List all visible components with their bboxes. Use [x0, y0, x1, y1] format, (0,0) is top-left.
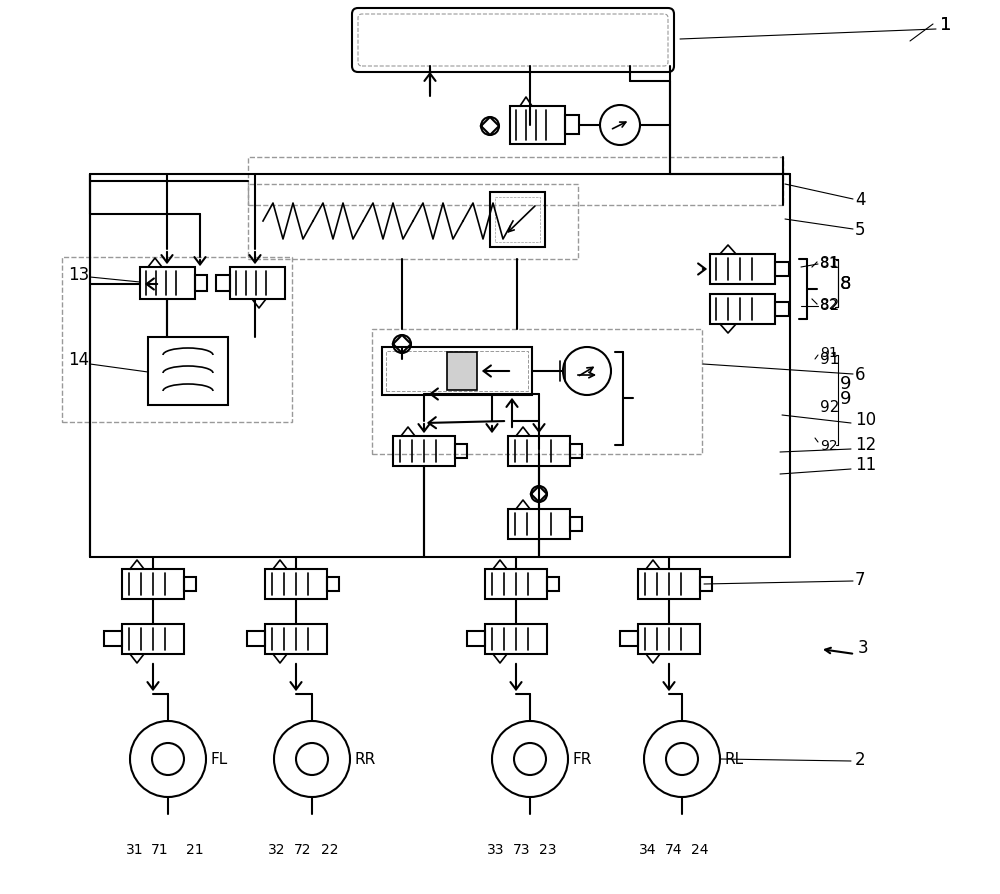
Bar — [700, 578, 712, 591]
Text: 8: 8 — [840, 274, 851, 292]
Bar — [230, 267, 285, 299]
Text: 73: 73 — [513, 842, 531, 856]
Bar — [547, 578, 559, 591]
Bar — [265, 569, 327, 599]
Text: 8: 8 — [840, 274, 851, 292]
Bar — [382, 348, 532, 395]
Text: 31: 31 — [126, 842, 144, 856]
Bar — [247, 631, 265, 646]
Text: 2: 2 — [855, 750, 866, 768]
Text: 22: 22 — [321, 842, 339, 856]
Text: FR: FR — [572, 752, 591, 767]
Bar — [638, 624, 700, 654]
Text: 24: 24 — [691, 842, 709, 856]
Bar — [638, 569, 700, 599]
Text: 14: 14 — [68, 350, 89, 368]
Bar — [122, 624, 184, 654]
Bar — [467, 631, 485, 646]
Text: 91: 91 — [820, 346, 838, 359]
Bar — [775, 303, 789, 316]
Bar — [447, 352, 477, 391]
Bar — [327, 578, 339, 591]
Text: 81: 81 — [820, 256, 838, 270]
Bar — [710, 295, 775, 325]
Bar — [195, 275, 207, 291]
Text: 33: 33 — [487, 842, 505, 856]
Text: 74: 74 — [665, 842, 683, 856]
Bar — [710, 255, 775, 284]
Text: 82: 82 — [820, 298, 838, 312]
Bar — [393, 436, 455, 467]
Text: 13: 13 — [68, 266, 89, 283]
Text: 5: 5 — [855, 221, 866, 239]
Text: 6: 6 — [855, 366, 866, 384]
Text: RR: RR — [354, 752, 375, 767]
Text: 72: 72 — [294, 842, 312, 856]
Bar — [372, 330, 702, 454]
Bar — [216, 275, 230, 291]
Bar — [508, 510, 570, 539]
Bar — [122, 569, 184, 599]
Text: 23: 23 — [539, 842, 557, 856]
Bar — [184, 578, 196, 591]
Text: 9: 9 — [840, 390, 852, 408]
Bar — [620, 631, 638, 646]
Bar — [104, 631, 122, 646]
Text: 71: 71 — [151, 842, 169, 856]
Bar — [265, 624, 327, 654]
Bar — [248, 185, 578, 260]
Bar — [570, 444, 582, 459]
Bar — [490, 193, 545, 248]
Text: 4: 4 — [855, 190, 866, 209]
Text: 10: 10 — [855, 410, 876, 428]
Text: 82: 82 — [820, 297, 839, 312]
Text: 1: 1 — [940, 16, 951, 34]
Text: 1: 1 — [940, 16, 951, 34]
Text: RL: RL — [724, 752, 743, 767]
Text: 91: 91 — [820, 352, 839, 367]
Bar — [510, 107, 565, 145]
Bar — [148, 338, 228, 406]
Bar — [565, 116, 579, 135]
Text: 9: 9 — [840, 375, 852, 392]
Bar — [455, 444, 467, 459]
Text: 92: 92 — [820, 400, 839, 415]
Text: 11: 11 — [855, 455, 876, 474]
Text: 92: 92 — [820, 439, 838, 452]
Text: 21: 21 — [186, 842, 204, 856]
Bar — [508, 436, 570, 467]
Text: 12: 12 — [855, 435, 876, 453]
Bar — [570, 518, 582, 531]
Text: 34: 34 — [639, 842, 657, 856]
Text: 3: 3 — [858, 638, 869, 656]
Text: 7: 7 — [855, 570, 866, 588]
Bar — [248, 158, 783, 206]
Text: FL: FL — [210, 752, 227, 767]
Text: 81: 81 — [820, 255, 839, 270]
Text: 32: 32 — [268, 842, 286, 856]
Bar — [62, 257, 292, 423]
Bar — [485, 624, 547, 654]
Bar — [775, 263, 789, 276]
Bar — [485, 569, 547, 599]
Bar — [140, 267, 195, 299]
Bar — [386, 351, 528, 392]
Bar — [495, 198, 540, 243]
